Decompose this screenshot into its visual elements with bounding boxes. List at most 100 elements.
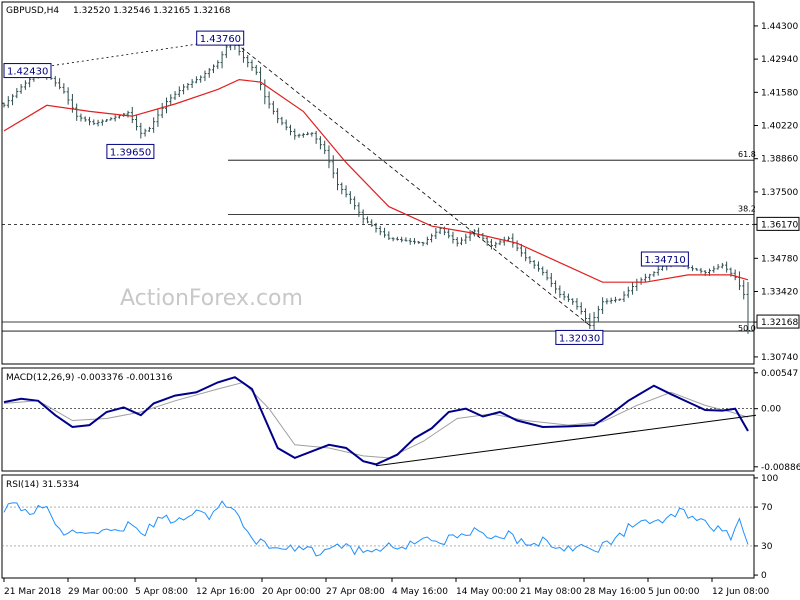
candle: [408, 237, 412, 245]
candle: [130, 106, 134, 124]
candle: [293, 128, 297, 140]
candle: [2, 102, 6, 108]
price-annotation-label: 1.39650: [110, 147, 151, 158]
candle: [117, 115, 121, 119]
candle: [344, 185, 348, 198]
candle: [554, 280, 558, 294]
price-tick-label: 1.40220: [761, 122, 798, 132]
candle: [404, 237, 408, 242]
candle: [156, 109, 160, 127]
candle: [23, 80, 27, 90]
candle: [96, 119, 100, 127]
price-tick-label: 1.41580: [761, 88, 798, 98]
candle: [361, 209, 365, 224]
price-tick-label: 1.34780: [761, 254, 798, 264]
price-tag-box: [756, 314, 800, 329]
candle: [596, 305, 600, 323]
candle: [541, 266, 545, 276]
price-tick-label: 1.38860: [761, 155, 798, 165]
time-tick-label: 28 May 16:00: [584, 587, 646, 597]
candle: [464, 233, 468, 244]
rsi-panel: RSI(14) 31.5334 100 70 30 0: [1, 474, 778, 581]
candle: [742, 280, 746, 300]
candle: [460, 237, 464, 246]
candle: [545, 269, 549, 281]
macd-tick-label: 0.00547: [761, 369, 798, 379]
candle: [288, 124, 292, 136]
candle: [331, 155, 335, 179]
candle: [716, 264, 720, 270]
price-annotation-box: [3, 63, 52, 79]
candle: [276, 108, 280, 124]
price-annotation-label: 1.32030: [559, 333, 600, 344]
macd-panel-frame: [1, 367, 755, 472]
candle: [720, 262, 724, 269]
candle: [169, 94, 173, 106]
candle: [690, 265, 694, 272]
candle: [152, 117, 156, 133]
price-annotation-box: [106, 143, 155, 159]
moving-average-line: [3, 78, 749, 283]
candle: [383, 227, 387, 238]
candle: [15, 88, 19, 99]
candle: [336, 168, 340, 191]
candle: [733, 269, 737, 281]
time-tick-label: 14 May 00:00: [456, 587, 518, 597]
macd-trendline: [375, 414, 757, 467]
candle: [241, 47, 245, 63]
candle: [378, 225, 382, 236]
candle: [135, 114, 139, 131]
candle: [695, 267, 699, 271]
candle: [566, 293, 570, 302]
candle: [164, 97, 168, 114]
candle: [259, 66, 263, 91]
price-panel: ActionForex.com GBPUSD,H4 1.32520 1.3254…: [1, 1, 800, 365]
rsi-tick-label: 100: [761, 474, 778, 484]
candle: [254, 64, 258, 75]
candle: [58, 78, 62, 90]
candle: [622, 291, 626, 303]
candle: [430, 233, 434, 243]
candle: [6, 96, 10, 108]
time-tick-label: 20 Apr 00:00: [262, 587, 321, 597]
candle: [391, 237, 395, 242]
rsi-panel-frame: [1, 474, 755, 579]
candle: [532, 260, 536, 269]
candle: [348, 191, 352, 205]
candle: [370, 219, 374, 227]
rsi-title: RSI(14) 31.5334: [6, 480, 79, 490]
price-ohlc: 1.32520 1.32546 1.32165 1.32168: [73, 6, 231, 16]
candle: [301, 132, 305, 138]
candle: [746, 281, 750, 334]
candle: [70, 93, 74, 113]
candle: [494, 241, 498, 249]
candle: [725, 261, 729, 273]
price-tick-label: 1.30740: [761, 353, 798, 363]
candle: [100, 119, 104, 126]
candle: [357, 202, 361, 217]
price-tick-label: 1.32168: [761, 318, 798, 328]
candle: [588, 313, 592, 329]
candle: [105, 118, 109, 123]
candle: [83, 116, 87, 122]
candle: [575, 298, 579, 310]
candle: [53, 76, 57, 87]
candle: [579, 302, 583, 315]
candle: [601, 297, 605, 314]
candle: [507, 236, 511, 242]
candle: [323, 140, 327, 155]
rsi-tick-label: 30: [761, 542, 773, 552]
candle: [400, 236, 404, 243]
candle: [147, 126, 151, 132]
candle: [417, 240, 421, 245]
price-panel-frame: [1, 1, 755, 365]
candle: [374, 222, 378, 233]
rsi-line: [3, 500, 749, 557]
price-tick-label: 1.33420: [761, 288, 798, 298]
candle: [511, 233, 515, 248]
candle: [451, 231, 455, 244]
candle: [212, 64, 216, 74]
candle: [571, 298, 575, 305]
candle: [425, 236, 429, 246]
candle: [306, 131, 310, 136]
